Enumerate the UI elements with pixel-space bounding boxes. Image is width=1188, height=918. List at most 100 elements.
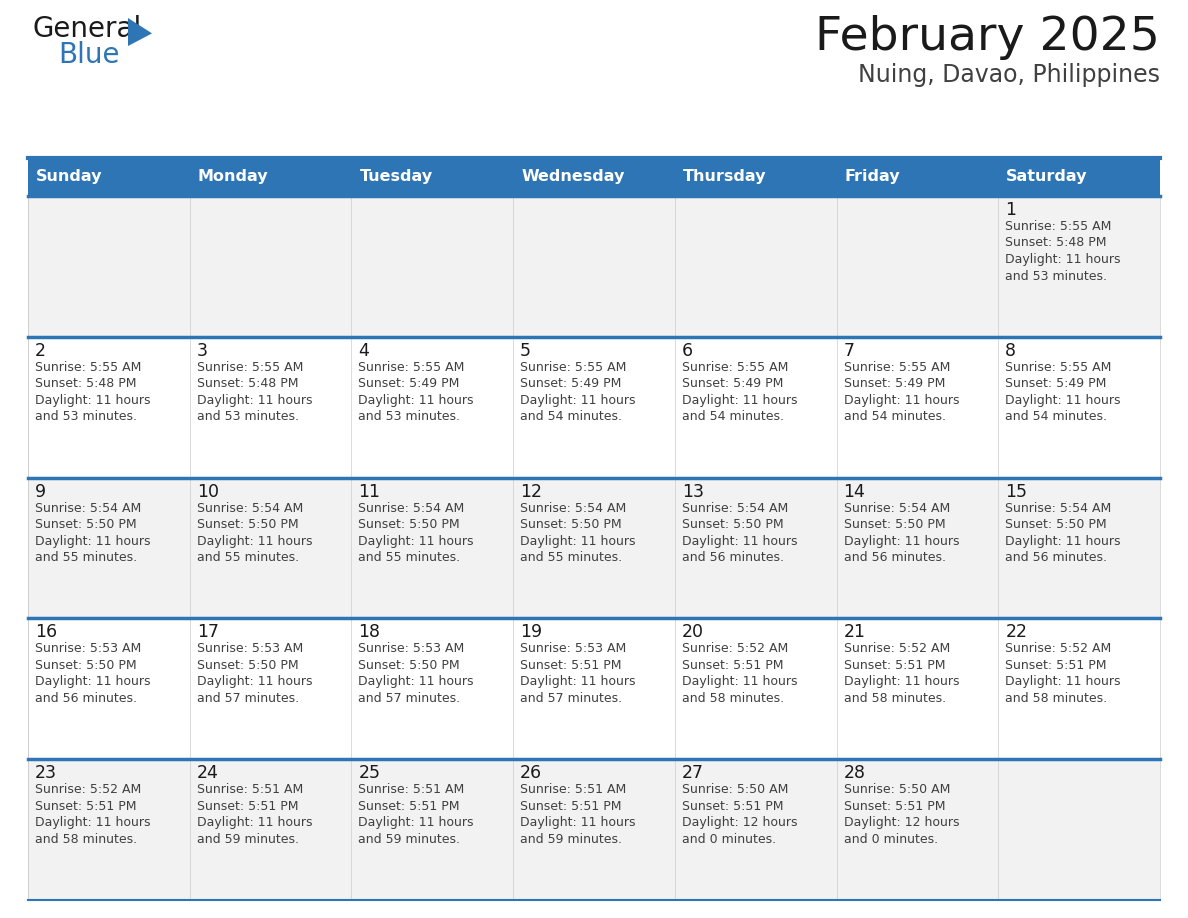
Text: Blue: Blue bbox=[58, 41, 120, 69]
Text: Sunrise: 5:55 AM: Sunrise: 5:55 AM bbox=[359, 361, 465, 374]
Text: Sunrise: 5:53 AM: Sunrise: 5:53 AM bbox=[34, 643, 141, 655]
Text: Sunset: 5:51 PM: Sunset: 5:51 PM bbox=[197, 800, 298, 812]
Text: February 2025: February 2025 bbox=[815, 15, 1159, 60]
Text: Tuesday: Tuesday bbox=[360, 170, 432, 185]
Text: 6: 6 bbox=[682, 341, 693, 360]
Text: Daylight: 11 hours: Daylight: 11 hours bbox=[34, 816, 151, 829]
Text: Daylight: 11 hours: Daylight: 11 hours bbox=[843, 676, 959, 688]
Text: and 53 minutes.: and 53 minutes. bbox=[1005, 270, 1107, 283]
Text: Daylight: 11 hours: Daylight: 11 hours bbox=[34, 676, 151, 688]
Text: and 58 minutes.: and 58 minutes. bbox=[1005, 692, 1107, 705]
Text: 3: 3 bbox=[197, 341, 208, 360]
Text: Sunset: 5:51 PM: Sunset: 5:51 PM bbox=[682, 659, 783, 672]
Text: Sunset: 5:50 PM: Sunset: 5:50 PM bbox=[359, 659, 460, 672]
Text: 1: 1 bbox=[1005, 201, 1016, 219]
Text: Sunset: 5:50 PM: Sunset: 5:50 PM bbox=[34, 659, 137, 672]
Text: and 57 minutes.: and 57 minutes. bbox=[197, 692, 299, 705]
Text: and 54 minutes.: and 54 minutes. bbox=[520, 410, 623, 423]
Text: Sunday: Sunday bbox=[36, 170, 102, 185]
Text: Sunrise: 5:51 AM: Sunrise: 5:51 AM bbox=[359, 783, 465, 796]
Text: Sunset: 5:50 PM: Sunset: 5:50 PM bbox=[1005, 518, 1107, 532]
Text: Sunrise: 5:55 AM: Sunrise: 5:55 AM bbox=[34, 361, 141, 374]
Text: 14: 14 bbox=[843, 483, 865, 500]
Text: Sunset: 5:49 PM: Sunset: 5:49 PM bbox=[1005, 377, 1107, 390]
Text: Sunrise: 5:51 AM: Sunrise: 5:51 AM bbox=[197, 783, 303, 796]
Text: 25: 25 bbox=[359, 764, 380, 782]
Text: Sunrise: 5:52 AM: Sunrise: 5:52 AM bbox=[682, 643, 788, 655]
Text: 17: 17 bbox=[197, 623, 219, 642]
Text: Sunrise: 5:52 AM: Sunrise: 5:52 AM bbox=[843, 643, 950, 655]
Text: and 55 minutes.: and 55 minutes. bbox=[34, 551, 137, 564]
Text: Sunrise: 5:52 AM: Sunrise: 5:52 AM bbox=[34, 783, 141, 796]
Text: Sunrise: 5:55 AM: Sunrise: 5:55 AM bbox=[1005, 361, 1112, 374]
Text: 11: 11 bbox=[359, 483, 380, 500]
Text: and 54 minutes.: and 54 minutes. bbox=[1005, 410, 1107, 423]
Text: Sunrise: 5:55 AM: Sunrise: 5:55 AM bbox=[520, 361, 626, 374]
Text: and 59 minutes.: and 59 minutes. bbox=[197, 833, 298, 845]
Text: Daylight: 11 hours: Daylight: 11 hours bbox=[359, 676, 474, 688]
Text: and 53 minutes.: and 53 minutes. bbox=[359, 410, 461, 423]
Text: Sunrise: 5:54 AM: Sunrise: 5:54 AM bbox=[1005, 501, 1112, 515]
Text: 2: 2 bbox=[34, 341, 46, 360]
Text: 24: 24 bbox=[197, 764, 219, 782]
Text: Wednesday: Wednesday bbox=[522, 170, 625, 185]
Text: Daylight: 12 hours: Daylight: 12 hours bbox=[843, 816, 959, 829]
Text: Sunrise: 5:53 AM: Sunrise: 5:53 AM bbox=[197, 643, 303, 655]
Text: Sunset: 5:48 PM: Sunset: 5:48 PM bbox=[34, 377, 137, 390]
Text: Sunset: 5:50 PM: Sunset: 5:50 PM bbox=[197, 659, 298, 672]
Text: 19: 19 bbox=[520, 623, 542, 642]
Text: Sunset: 5:48 PM: Sunset: 5:48 PM bbox=[197, 377, 298, 390]
Text: Sunrise: 5:55 AM: Sunrise: 5:55 AM bbox=[197, 361, 303, 374]
Text: Sunset: 5:51 PM: Sunset: 5:51 PM bbox=[520, 659, 621, 672]
Text: 28: 28 bbox=[843, 764, 866, 782]
Text: 20: 20 bbox=[682, 623, 703, 642]
Text: 9: 9 bbox=[34, 483, 46, 500]
Text: Sunset: 5:49 PM: Sunset: 5:49 PM bbox=[682, 377, 783, 390]
Text: Daylight: 11 hours: Daylight: 11 hours bbox=[520, 816, 636, 829]
Text: and 55 minutes.: and 55 minutes. bbox=[359, 551, 461, 564]
Text: Sunrise: 5:55 AM: Sunrise: 5:55 AM bbox=[1005, 220, 1112, 233]
Text: 16: 16 bbox=[34, 623, 57, 642]
Text: and 58 minutes.: and 58 minutes. bbox=[682, 692, 784, 705]
Text: 8: 8 bbox=[1005, 341, 1016, 360]
Text: Sunrise: 5:55 AM: Sunrise: 5:55 AM bbox=[682, 361, 788, 374]
Text: Daylight: 11 hours: Daylight: 11 hours bbox=[520, 534, 636, 548]
Text: 4: 4 bbox=[359, 341, 369, 360]
Text: Daylight: 11 hours: Daylight: 11 hours bbox=[682, 394, 797, 407]
Text: and 59 minutes.: and 59 minutes. bbox=[520, 833, 623, 845]
Text: and 58 minutes.: and 58 minutes. bbox=[34, 833, 137, 845]
Text: and 56 minutes.: and 56 minutes. bbox=[1005, 551, 1107, 564]
Text: Daylight: 12 hours: Daylight: 12 hours bbox=[682, 816, 797, 829]
Text: Daylight: 11 hours: Daylight: 11 hours bbox=[197, 816, 312, 829]
Text: 18: 18 bbox=[359, 623, 380, 642]
Text: Sunrise: 5:54 AM: Sunrise: 5:54 AM bbox=[520, 501, 626, 515]
Text: Daylight: 11 hours: Daylight: 11 hours bbox=[1005, 253, 1120, 266]
Text: Daylight: 11 hours: Daylight: 11 hours bbox=[359, 394, 474, 407]
Text: Sunset: 5:51 PM: Sunset: 5:51 PM bbox=[843, 800, 946, 812]
Text: Sunset: 5:51 PM: Sunset: 5:51 PM bbox=[359, 800, 460, 812]
Text: Sunrise: 5:54 AM: Sunrise: 5:54 AM bbox=[197, 501, 303, 515]
Text: Daylight: 11 hours: Daylight: 11 hours bbox=[359, 534, 474, 548]
Text: Daylight: 11 hours: Daylight: 11 hours bbox=[682, 676, 797, 688]
Text: 26: 26 bbox=[520, 764, 542, 782]
Text: Daylight: 11 hours: Daylight: 11 hours bbox=[197, 534, 312, 548]
Text: 15: 15 bbox=[1005, 483, 1028, 500]
Text: Sunset: 5:48 PM: Sunset: 5:48 PM bbox=[1005, 237, 1107, 250]
Bar bbox=[29, 337, 1159, 477]
Text: Daylight: 11 hours: Daylight: 11 hours bbox=[34, 534, 151, 548]
Text: Saturday: Saturday bbox=[1006, 170, 1088, 185]
Text: Daylight: 11 hours: Daylight: 11 hours bbox=[1005, 676, 1120, 688]
Text: Daylight: 11 hours: Daylight: 11 hours bbox=[197, 676, 312, 688]
Text: Friday: Friday bbox=[845, 170, 901, 185]
Text: 10: 10 bbox=[197, 483, 219, 500]
Bar bbox=[29, 759, 1159, 900]
Text: Sunset: 5:51 PM: Sunset: 5:51 PM bbox=[34, 800, 137, 812]
Text: Daylight: 11 hours: Daylight: 11 hours bbox=[1005, 534, 1120, 548]
Bar bbox=[29, 619, 1159, 759]
Text: Daylight: 11 hours: Daylight: 11 hours bbox=[843, 394, 959, 407]
Text: Sunrise: 5:53 AM: Sunrise: 5:53 AM bbox=[520, 643, 626, 655]
Text: Sunset: 5:51 PM: Sunset: 5:51 PM bbox=[1005, 659, 1107, 672]
Text: Sunrise: 5:52 AM: Sunrise: 5:52 AM bbox=[1005, 643, 1112, 655]
Text: 5: 5 bbox=[520, 341, 531, 360]
Bar bbox=[29, 477, 1159, 619]
